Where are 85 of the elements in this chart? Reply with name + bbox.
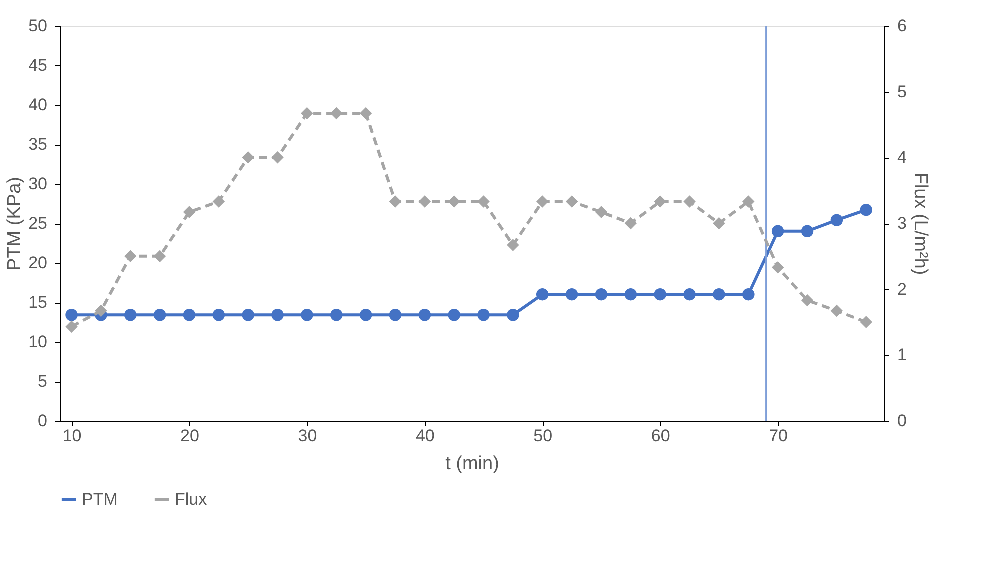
point xyxy=(242,152,254,164)
x-tick-label: 20 xyxy=(180,426,200,446)
y-tick-label: 0 xyxy=(38,412,48,430)
y-axis-title: PTM (KPa) xyxy=(4,177,26,271)
y-tick-label: 10 xyxy=(28,332,48,352)
point xyxy=(801,294,814,307)
point xyxy=(124,309,137,322)
point xyxy=(624,288,638,301)
x-tick-label: 10 xyxy=(62,426,82,446)
point xyxy=(742,196,755,208)
y-tick-label: 35 xyxy=(28,135,48,154)
y-tick-label: 5 xyxy=(38,372,48,391)
y2-tick-label: 0 xyxy=(898,412,907,430)
point xyxy=(742,288,755,301)
point xyxy=(330,107,343,120)
point xyxy=(801,225,814,238)
point xyxy=(507,309,520,322)
point xyxy=(478,196,490,208)
point xyxy=(183,309,196,322)
point xyxy=(654,196,666,208)
point xyxy=(684,288,696,301)
point xyxy=(95,304,108,318)
point xyxy=(566,196,578,208)
y-tick-label: 25 xyxy=(28,214,48,233)
y2-tick-label: 1 xyxy=(898,346,907,365)
y2-tick-label: 4 xyxy=(898,148,907,168)
point xyxy=(242,309,254,322)
x-tick-label: 50 xyxy=(534,426,553,446)
point xyxy=(536,196,549,208)
point xyxy=(418,196,432,208)
point xyxy=(713,288,726,301)
point xyxy=(772,261,784,274)
y-tick-label: 45 xyxy=(28,56,48,75)
point xyxy=(418,309,432,322)
point xyxy=(860,204,872,216)
y2-tick-label: 2 xyxy=(898,280,907,299)
point xyxy=(536,288,549,301)
point xyxy=(212,196,226,208)
point xyxy=(124,250,137,263)
point xyxy=(66,320,78,333)
point xyxy=(478,309,490,322)
x-axis-title: t (min) xyxy=(446,454,500,474)
point xyxy=(448,309,460,322)
point xyxy=(66,309,78,322)
point xyxy=(154,309,166,322)
point xyxy=(595,206,608,218)
point xyxy=(360,107,372,120)
point xyxy=(654,288,666,301)
x-tick-label: 60 xyxy=(651,426,670,446)
point xyxy=(772,225,784,238)
point xyxy=(860,316,872,328)
point xyxy=(330,309,343,322)
point xyxy=(212,309,226,322)
x-tick-label: 30 xyxy=(298,426,318,446)
point xyxy=(595,288,608,301)
point xyxy=(183,206,196,218)
x-tick-label: 70 xyxy=(769,426,788,446)
y-tick-label: 30 xyxy=(28,174,48,194)
legend-label: Flux xyxy=(175,490,208,509)
point xyxy=(360,309,372,322)
point xyxy=(624,217,638,230)
y2-tick-label: 5 xyxy=(898,82,907,102)
point xyxy=(713,217,726,230)
y2-tick-label: 3 xyxy=(898,214,907,233)
point xyxy=(301,107,314,120)
point xyxy=(272,309,284,322)
point xyxy=(830,214,844,226)
point xyxy=(389,196,402,208)
y-tick-label: 40 xyxy=(28,96,48,114)
y-tick-label: 50 xyxy=(28,16,48,36)
point xyxy=(301,309,314,322)
legend-label: PTM xyxy=(82,490,118,509)
point xyxy=(684,196,696,208)
y-tick-label: 15 xyxy=(28,293,48,312)
y2-tick-label: 6 xyxy=(898,16,907,36)
point xyxy=(154,250,166,263)
y-tick-label: 20 xyxy=(28,254,48,272)
point xyxy=(830,304,844,318)
point xyxy=(507,239,520,252)
x-tick-label: 40 xyxy=(416,426,435,446)
point xyxy=(566,288,578,301)
point xyxy=(389,309,402,322)
point xyxy=(448,196,460,208)
y2-axis-title: Flux (L/m²h) xyxy=(910,172,931,276)
point xyxy=(272,152,284,164)
